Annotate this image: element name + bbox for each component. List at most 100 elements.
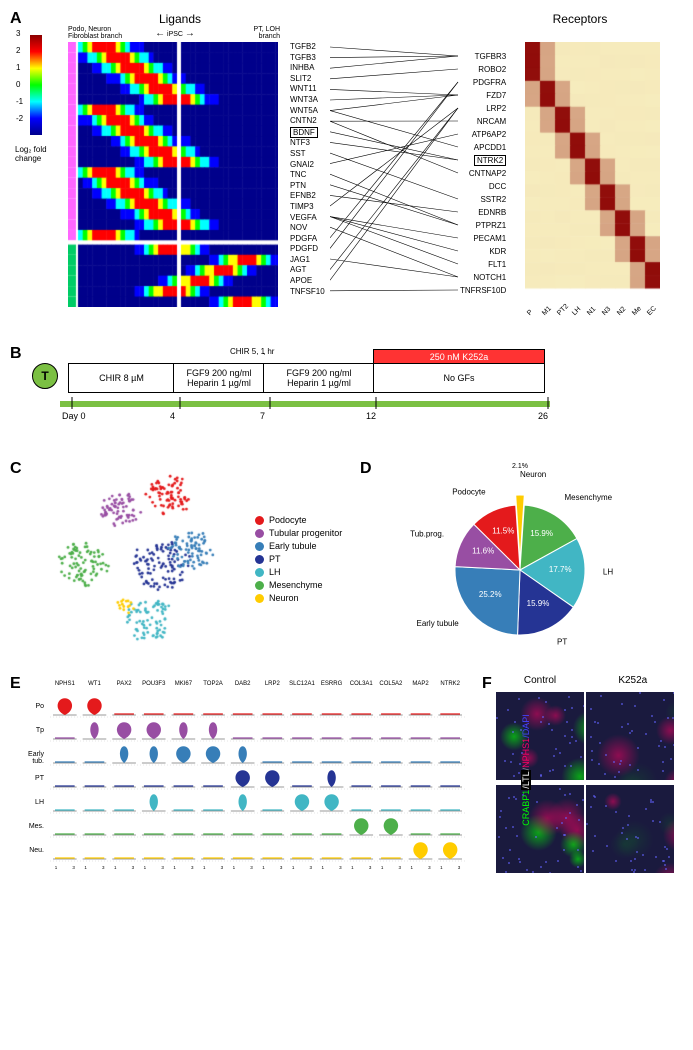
svg-text:Tub.prog.: Tub.prog. [410, 529, 444, 538]
microscopy-image [496, 692, 584, 780]
svg-text:TOP2A: TOP2A [203, 681, 223, 687]
svg-text:3: 3 [310, 865, 313, 870]
svg-text:ESRRG: ESRRG [321, 681, 343, 687]
panel-b: T CHIR 8 µM FGF9 200 ng/ml Heparin 1 µg/m… [10, 345, 683, 445]
panel-f: Control K252a CRABP1/LTL/NPHS1/DAPI [480, 675, 680, 885]
microscopy-image [496, 785, 584, 873]
chir-pulse-label: CHIR 5, 1 hr [230, 347, 274, 356]
tsne-legend: PodocyteTubular progenitorEarly tubulePT… [255, 515, 342, 606]
receptor-gene-list: TGFBR3ROBO2PDGFRAFZD7LRP2NRCAMATP6AP2APC… [460, 50, 506, 297]
svg-text:Mesenchyme: Mesenchyme [565, 493, 613, 502]
colorbar [30, 35, 42, 135]
svg-text:1: 1 [203, 865, 206, 870]
f-side-label: CRABP1/LTL/NPHS1/DAPI [521, 710, 531, 830]
svg-text:SLC12A1: SLC12A1 [289, 681, 315, 687]
timeline-box: FGF9 200 ng/ml Heparin 1 µg/ml [263, 363, 375, 393]
svg-text:1: 1 [292, 865, 295, 870]
colorbar-ticks: 3210-1-2 [16, 30, 23, 132]
receptor-heatmap [525, 42, 660, 302]
svg-text:15.9%: 15.9% [527, 599, 550, 608]
svg-text:1: 1 [233, 865, 236, 870]
svg-text:1: 1 [144, 865, 147, 870]
header-mid: ← iPSC → [155, 28, 195, 39]
panel-e: NPHS1 WT1 PAX2 POU3F3 MKI67 TOP2A DAB2 LRP2 SLC1… [10, 675, 470, 875]
svg-text:3: 3 [250, 865, 253, 870]
svg-text:Neuron: Neuron [520, 470, 546, 479]
panel-d: Neuron2.1% Mesenchyme 15.9% LH 17.7% PT 15.9% E… [360, 460, 683, 660]
f-header-control: Control [495, 675, 585, 686]
panel-c: PodocyteTubular progenitorEarly tubulePT… [10, 460, 350, 660]
svg-text:1: 1 [55, 865, 58, 870]
svg-text:3: 3 [398, 865, 401, 870]
svg-text:1: 1 [173, 865, 176, 870]
microscopy-image [586, 785, 674, 873]
svg-text:LH: LH [35, 799, 44, 806]
svg-text:3: 3 [369, 865, 372, 870]
svg-text:NPHS1: NPHS1 [55, 681, 76, 687]
connector-lines [330, 42, 470, 307]
svg-text:3: 3 [339, 865, 342, 870]
svg-text:11.5%: 11.5% [492, 526, 514, 535]
svg-text:Po: Po [35, 703, 44, 710]
svg-text:Earlytub.: Earlytub. [28, 751, 44, 765]
svg-text:COL5A2: COL5A2 [379, 681, 403, 687]
svg-text:2.1%: 2.1% [512, 463, 528, 470]
svg-text:NTRK2: NTRK2 [440, 681, 460, 687]
ligands-title: Ligands [120, 12, 240, 26]
timeline-box: No GFs [373, 363, 545, 393]
svg-text:25.2%: 25.2% [479, 590, 502, 599]
svg-text:3: 3 [102, 865, 105, 870]
svg-text:3: 3 [428, 865, 431, 870]
svg-text:WT1: WT1 [88, 681, 101, 687]
tsne-plot [30, 465, 250, 655]
svg-text:15.9%: 15.9% [530, 529, 553, 538]
svg-text:LH: LH [603, 567, 613, 576]
svg-text:1: 1 [381, 865, 384, 870]
f-header-k252a: K252a [588, 675, 678, 686]
svg-text:1: 1 [410, 865, 413, 870]
svg-text:LRP2: LRP2 [265, 681, 281, 687]
header-right: PT, LOH branch [230, 26, 280, 40]
timeline-box: CHIR 8 µM [68, 363, 175, 393]
figure: A Ligands Receptors 3210-1-2 Log₂ fold c… [10, 10, 683, 1040]
svg-text:3: 3 [161, 865, 164, 870]
t-circle: T [32, 363, 58, 389]
header-left: Podo, Neuron Fibroblast branch [68, 26, 128, 40]
svg-text:MAP2: MAP2 [412, 681, 429, 687]
ligand-heatmap [68, 42, 278, 307]
svg-text:1: 1 [262, 865, 265, 870]
svg-text:1: 1 [351, 865, 354, 870]
svg-text:DAB2: DAB2 [235, 681, 251, 687]
svg-text:11.6%: 11.6% [472, 547, 494, 556]
svg-text:MKI67: MKI67 [175, 681, 193, 687]
svg-text:Early tubule: Early tubule [416, 619, 459, 628]
svg-text:Neu.: Neu. [29, 847, 44, 854]
svg-text:Mes.: Mes. [29, 823, 44, 830]
svg-text:3: 3 [458, 865, 461, 870]
violin-plot: NPHS1 WT1 PAX2 POU3F3 MKI67 TOP2A DAB2 LRP2 SLC1… [10, 675, 465, 875]
svg-text:3: 3 [221, 865, 224, 870]
svg-text:17.7%: 17.7% [549, 565, 572, 574]
svg-text:COL3A1: COL3A1 [350, 681, 374, 687]
svg-text:PT: PT [557, 637, 567, 646]
ligand-gene-list: TGFB2TGFB3INHBASLIT2WNT11WNT3AWNT5ACNTN2… [290, 42, 325, 297]
receptors-title: Receptors [530, 12, 630, 26]
svg-text:1: 1 [114, 865, 117, 870]
timeline-ticks [60, 393, 560, 413]
pie-chart: Neuron2.1% Mesenchyme 15.9% LH 17.7% PT 15.9% E… [370, 460, 670, 655]
svg-text:3: 3 [72, 865, 75, 870]
svg-text:PAX2: PAX2 [117, 681, 133, 687]
svg-text:3: 3 [132, 865, 135, 870]
svg-text:1: 1 [84, 865, 87, 870]
svg-text:3: 3 [280, 865, 283, 870]
panel-a: Ligands Receptors 3210-1-2 Log₂ fold cha… [10, 10, 683, 330]
svg-text:1: 1 [440, 865, 443, 870]
svg-text:Tp: Tp [36, 727, 44, 734]
svg-text:1: 1 [322, 865, 325, 870]
svg-text:Podocyte: Podocyte [452, 487, 486, 496]
svg-text:3: 3 [191, 865, 194, 870]
microscopy-image [586, 692, 674, 780]
colorbar-label: Log₂ fold change [15, 145, 55, 163]
svg-text:POU3F3: POU3F3 [142, 681, 166, 687]
svg-text:PT: PT [35, 775, 45, 782]
